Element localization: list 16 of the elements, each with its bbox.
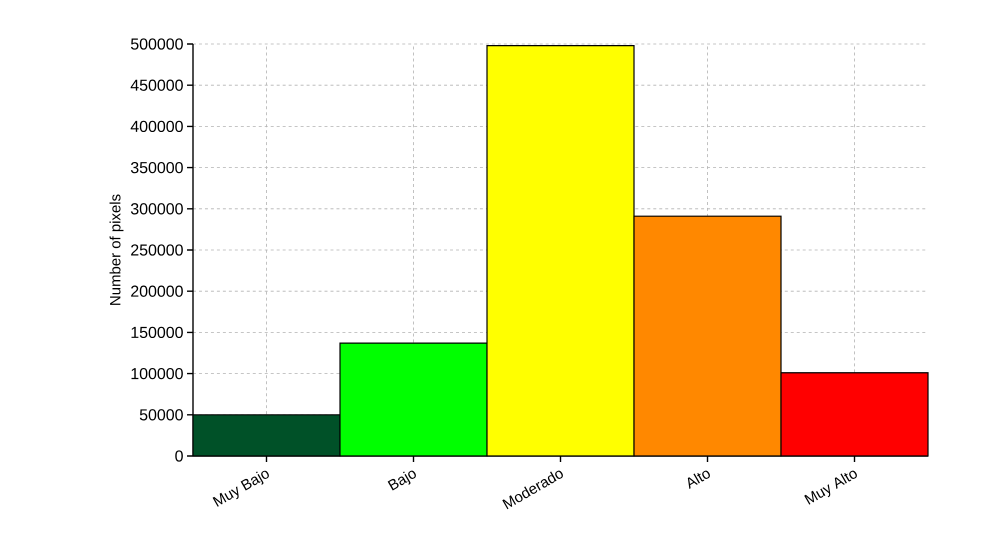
y-tick-label: 450000	[130, 80, 183, 91]
x-tick-label: Alto	[688, 470, 710, 490]
y-tick-label: 200000	[131, 286, 183, 297]
x-tick-label: Muy Alto	[804, 470, 857, 505]
y-tick-label: 300000	[130, 203, 183, 214]
y-axis-title: Number of pixels	[110, 194, 124, 305]
y-tick-label: 250000	[131, 244, 183, 256]
y-tick-label: 350000	[130, 162, 183, 174]
y-tick-label: 500000	[130, 38, 183, 50]
y-tick-label: 50000	[140, 409, 183, 420]
x-tick-label: Muy Bajo	[212, 470, 269, 507]
y-tick-label: 0	[175, 450, 183, 462]
y-tick-label: 150000	[132, 326, 183, 338]
y-tick-label: 400000	[130, 120, 183, 132]
x-tick-label: Bajo	[388, 470, 416, 491]
y-tick-label: 100000	[132, 368, 183, 380]
